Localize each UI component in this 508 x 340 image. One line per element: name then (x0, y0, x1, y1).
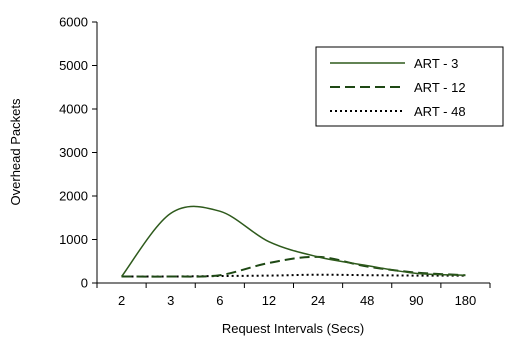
legend-label-art-12: ART - 12 (414, 80, 466, 95)
series-line-art-48 (121, 273, 466, 278)
x-tick-label: 180 (455, 293, 477, 308)
x-tick-label: 90 (409, 293, 423, 308)
legend-label-art-3: ART - 3 (414, 56, 458, 71)
x-tick-label: 12 (262, 293, 276, 308)
x-tick-label: 24 (311, 293, 325, 308)
x-tick-label: 2 (118, 293, 125, 308)
series-line-art-3 (121, 205, 466, 277)
y-tick-label: 3000 (59, 145, 88, 160)
legend: ART - 3 ART - 12 ART - 48 (315, 46, 504, 127)
x-ticks: 2 3 6 12 24 48 90 180 (96, 283, 491, 308)
x-axis-title: Request Intervals (Secs) (222, 321, 364, 336)
y-tick-label: 0 (81, 276, 88, 291)
legend-box (315, 46, 504, 127)
y-ticks: 0 1000 2000 3000 4000 5000 6000 (59, 15, 97, 291)
x-tick-label: 48 (360, 293, 374, 308)
y-tick-label: 6000 (59, 15, 88, 30)
x-tick-label: 3 (167, 293, 174, 308)
legend-label-art-48: ART - 48 (414, 104, 466, 119)
y-axis-title: Overhead Packets (8, 98, 23, 205)
series-lines (121, 205, 466, 278)
y-tick-label: 5000 (59, 58, 88, 73)
y-tick-label: 4000 (59, 102, 88, 117)
x-tick-label: 6 (216, 293, 223, 308)
y-tick-label: 1000 (59, 232, 88, 247)
y-tick-label: 2000 (59, 189, 88, 204)
